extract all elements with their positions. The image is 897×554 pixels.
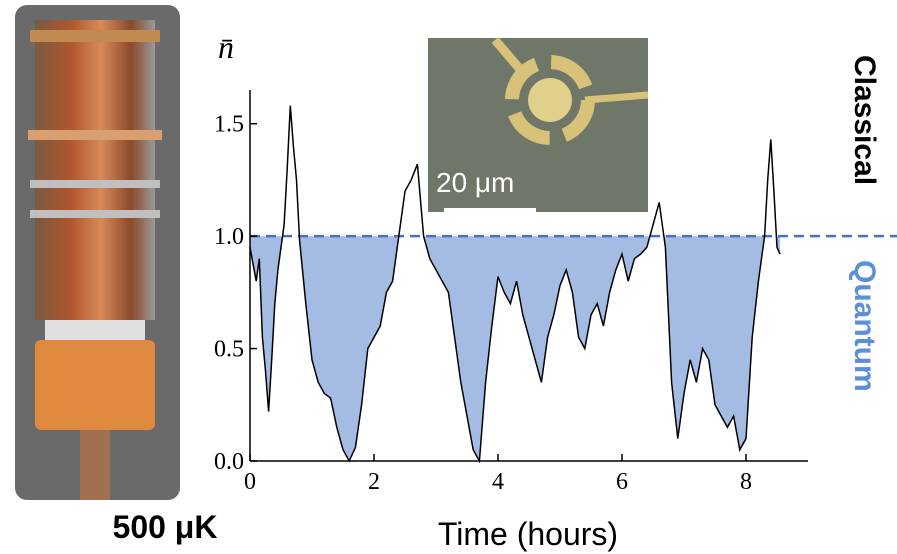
classical-label: Classical <box>848 55 881 185</box>
y-tick-label: 1.5 <box>214 112 244 138</box>
temperature: 500 μK <box>113 509 218 545</box>
micrograph-inset: 20 μm <box>428 37 649 212</box>
y-tick-label: 0.0 <box>214 449 244 475</box>
data-line <box>249 105 781 464</box>
x-axis-label: Time (hours) <box>438 516 618 552</box>
x-tick-label: 4 <box>492 469 504 495</box>
x-tick-label: 0 <box>244 469 256 495</box>
y-axis-label: n̄ <box>218 29 234 65</box>
x-tick-label: 2 <box>368 469 380 495</box>
x-tick-label: 6 <box>616 469 628 495</box>
cryostat-photo <box>15 5 180 500</box>
y-tick-label: 1.0 <box>214 224 244 250</box>
y-tick-label: 0.5 <box>214 337 244 363</box>
scale-label: 20 μm <box>436 167 514 198</box>
quantum-fill <box>250 236 781 461</box>
x-tick-label: 8 <box>740 469 752 495</box>
quantum-label: Quantum <box>848 260 881 392</box>
